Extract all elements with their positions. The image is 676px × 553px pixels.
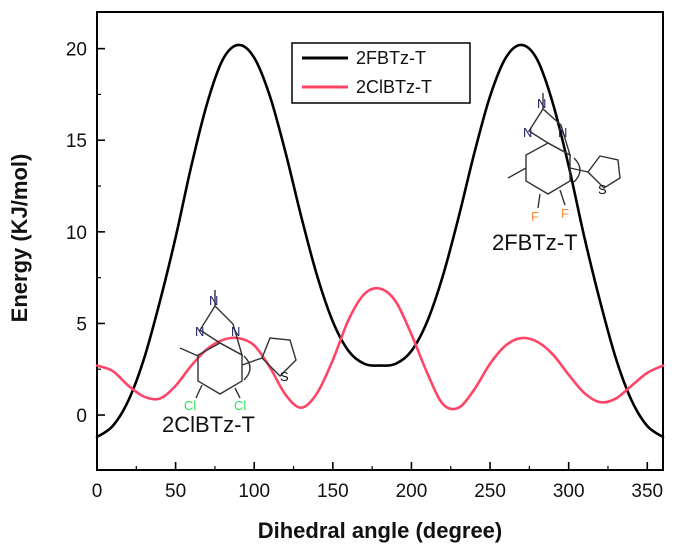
- y-tick-label: 10: [66, 223, 87, 244]
- y-tick-label: 0: [76, 406, 87, 427]
- rotation-arrow: [243, 355, 251, 381]
- cl-bond-right: [234, 387, 241, 399]
- legend: 2FBTz-T 2ClBTz-T: [291, 42, 471, 104]
- atom-n1-2clbtz: N: [195, 324, 204, 339]
- thiophene-ring: [261, 337, 297, 377]
- atom-s-2clbtz: S: [280, 369, 289, 384]
- atom-n3-2fbtz: N: [558, 125, 567, 140]
- series-line-2fbtz-t: [95, 43, 665, 439]
- plot-frame: [96, 11, 664, 471]
- atom-f1-2fbtz: F: [531, 209, 539, 224]
- x-tick-label: 150: [317, 481, 349, 502]
- molecule-name-2clbtz-t: 2ClBTz-T: [162, 412, 255, 437]
- x-axis-title: Dihedral angle (degree): [258, 518, 503, 543]
- triazole-ring: [528, 107, 572, 157]
- y-axis-title: Energy (KJ/mol): [7, 154, 32, 323]
- x-tick-label: 100: [238, 481, 270, 502]
- f-bond-left: [537, 193, 541, 209]
- molecule-name-2fbtz-t: 2FBTz-T: [492, 230, 578, 255]
- cl-bond-left: [195, 384, 203, 399]
- atom-n2-2fbtz: N: [537, 96, 546, 111]
- y-tick-label: 20: [66, 40, 87, 61]
- atom-n2-2clbtz: N: [209, 293, 218, 308]
- f-bond-right: [559, 189, 566, 206]
- methyl-ring-bond: [179, 347, 199, 357]
- legend-box: [291, 42, 471, 104]
- rotation-arrow: [573, 157, 581, 183]
- molecule-2clbtz-t: [179, 290, 297, 399]
- y-tick-label: 5: [76, 314, 87, 335]
- atom-n3-2clbtz: N: [231, 324, 240, 339]
- data-series: [95, 43, 665, 439]
- x-tick-label: 200: [396, 481, 428, 502]
- plot-axes: [96, 11, 664, 471]
- methyl-ring-bond: [507, 167, 527, 179]
- thiophene-bond: [241, 357, 263, 366]
- y-tick-label: 15: [66, 131, 87, 152]
- atom-cl2-2clbtz: Cl: [234, 398, 246, 413]
- triazole-ring: [199, 304, 244, 357]
- x-tick-label: 50: [165, 481, 186, 502]
- x-tick-label: 250: [474, 481, 506, 502]
- x-tick-label: 300: [553, 481, 585, 502]
- legend-label-2fbtz-t: 2FBTz-T: [356, 48, 426, 68]
- atom-f2-2fbtz: F: [561, 206, 569, 221]
- axis-ticks: 0 50 100 150 200 250 300 350 0 5 10 15 20: [66, 40, 663, 502]
- thiophene-bond: [569, 167, 589, 173]
- thiophene-ring: [587, 155, 621, 189]
- series-line-2clbtz-t: [95, 286, 665, 411]
- x-tick-label: 0: [92, 481, 103, 502]
- atom-s-2fbtz: S: [598, 182, 607, 197]
- atom-cl1-2clbtz: Cl: [184, 398, 196, 413]
- legend-label-2clbtz-t: 2ClBTz-T: [356, 77, 432, 97]
- x-tick-label: 350: [631, 481, 663, 502]
- atom-n1-2fbtz: N: [523, 125, 532, 140]
- molecule-2fbtz-t: [507, 93, 621, 209]
